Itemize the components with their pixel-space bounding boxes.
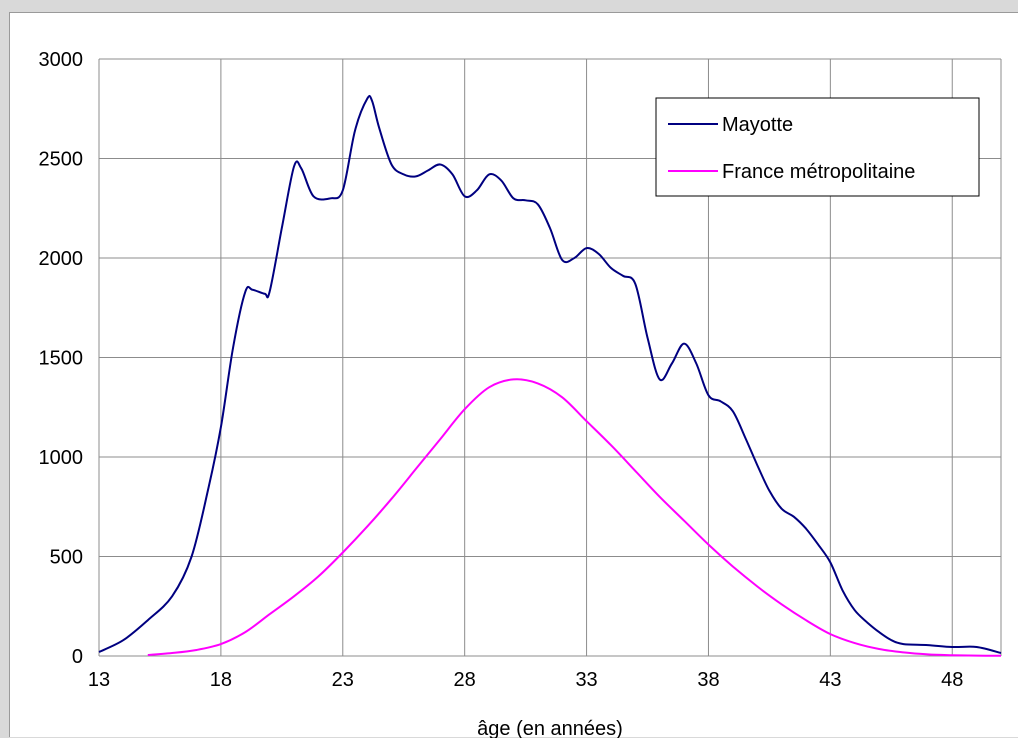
y-tick-label: 1000: [39, 447, 84, 469]
legend-label-mayotte: Mayotte: [722, 114, 793, 136]
legend: Mayotte France métropolitaine: [655, 97, 980, 197]
x-tick-label: 28: [454, 669, 476, 691]
y-tick-label: 500: [50, 547, 83, 569]
x-tick-label: 23: [332, 669, 354, 691]
series-line-france-metropolitaine: [147, 378, 1002, 657]
population-age-chart: 0 500 1000 1500 2000 2500 3000 13 18 23 28 33 38 43 48…: [39, 49, 1002, 738]
x-tick-label: 33: [575, 669, 597, 691]
legend-label-france-metropolitaine: France métropolitaine: [722, 161, 915, 183]
y-tick-label: 1500: [39, 348, 84, 370]
x-tick-label: 48: [941, 669, 963, 691]
x-tick-label: 18: [210, 669, 232, 691]
y-tick-label: 2500: [39, 149, 84, 171]
x-tick-label: 38: [697, 669, 719, 691]
x-tick-label: 13: [88, 669, 110, 691]
y-tick-label: 0: [72, 646, 83, 668]
chart-frame: 0 500 1000 1500 2000 2500 3000 13 18 23 28 33 38 43 48…: [9, 12, 1018, 738]
series-line-mayotte: [98, 94, 1002, 654]
y-tick-label: 2000: [39, 248, 84, 270]
y-tick-label: 3000: [39, 49, 84, 71]
x-axis-title: âge (en années): [477, 718, 623, 738]
x-tick-label: 43: [819, 669, 841, 691]
